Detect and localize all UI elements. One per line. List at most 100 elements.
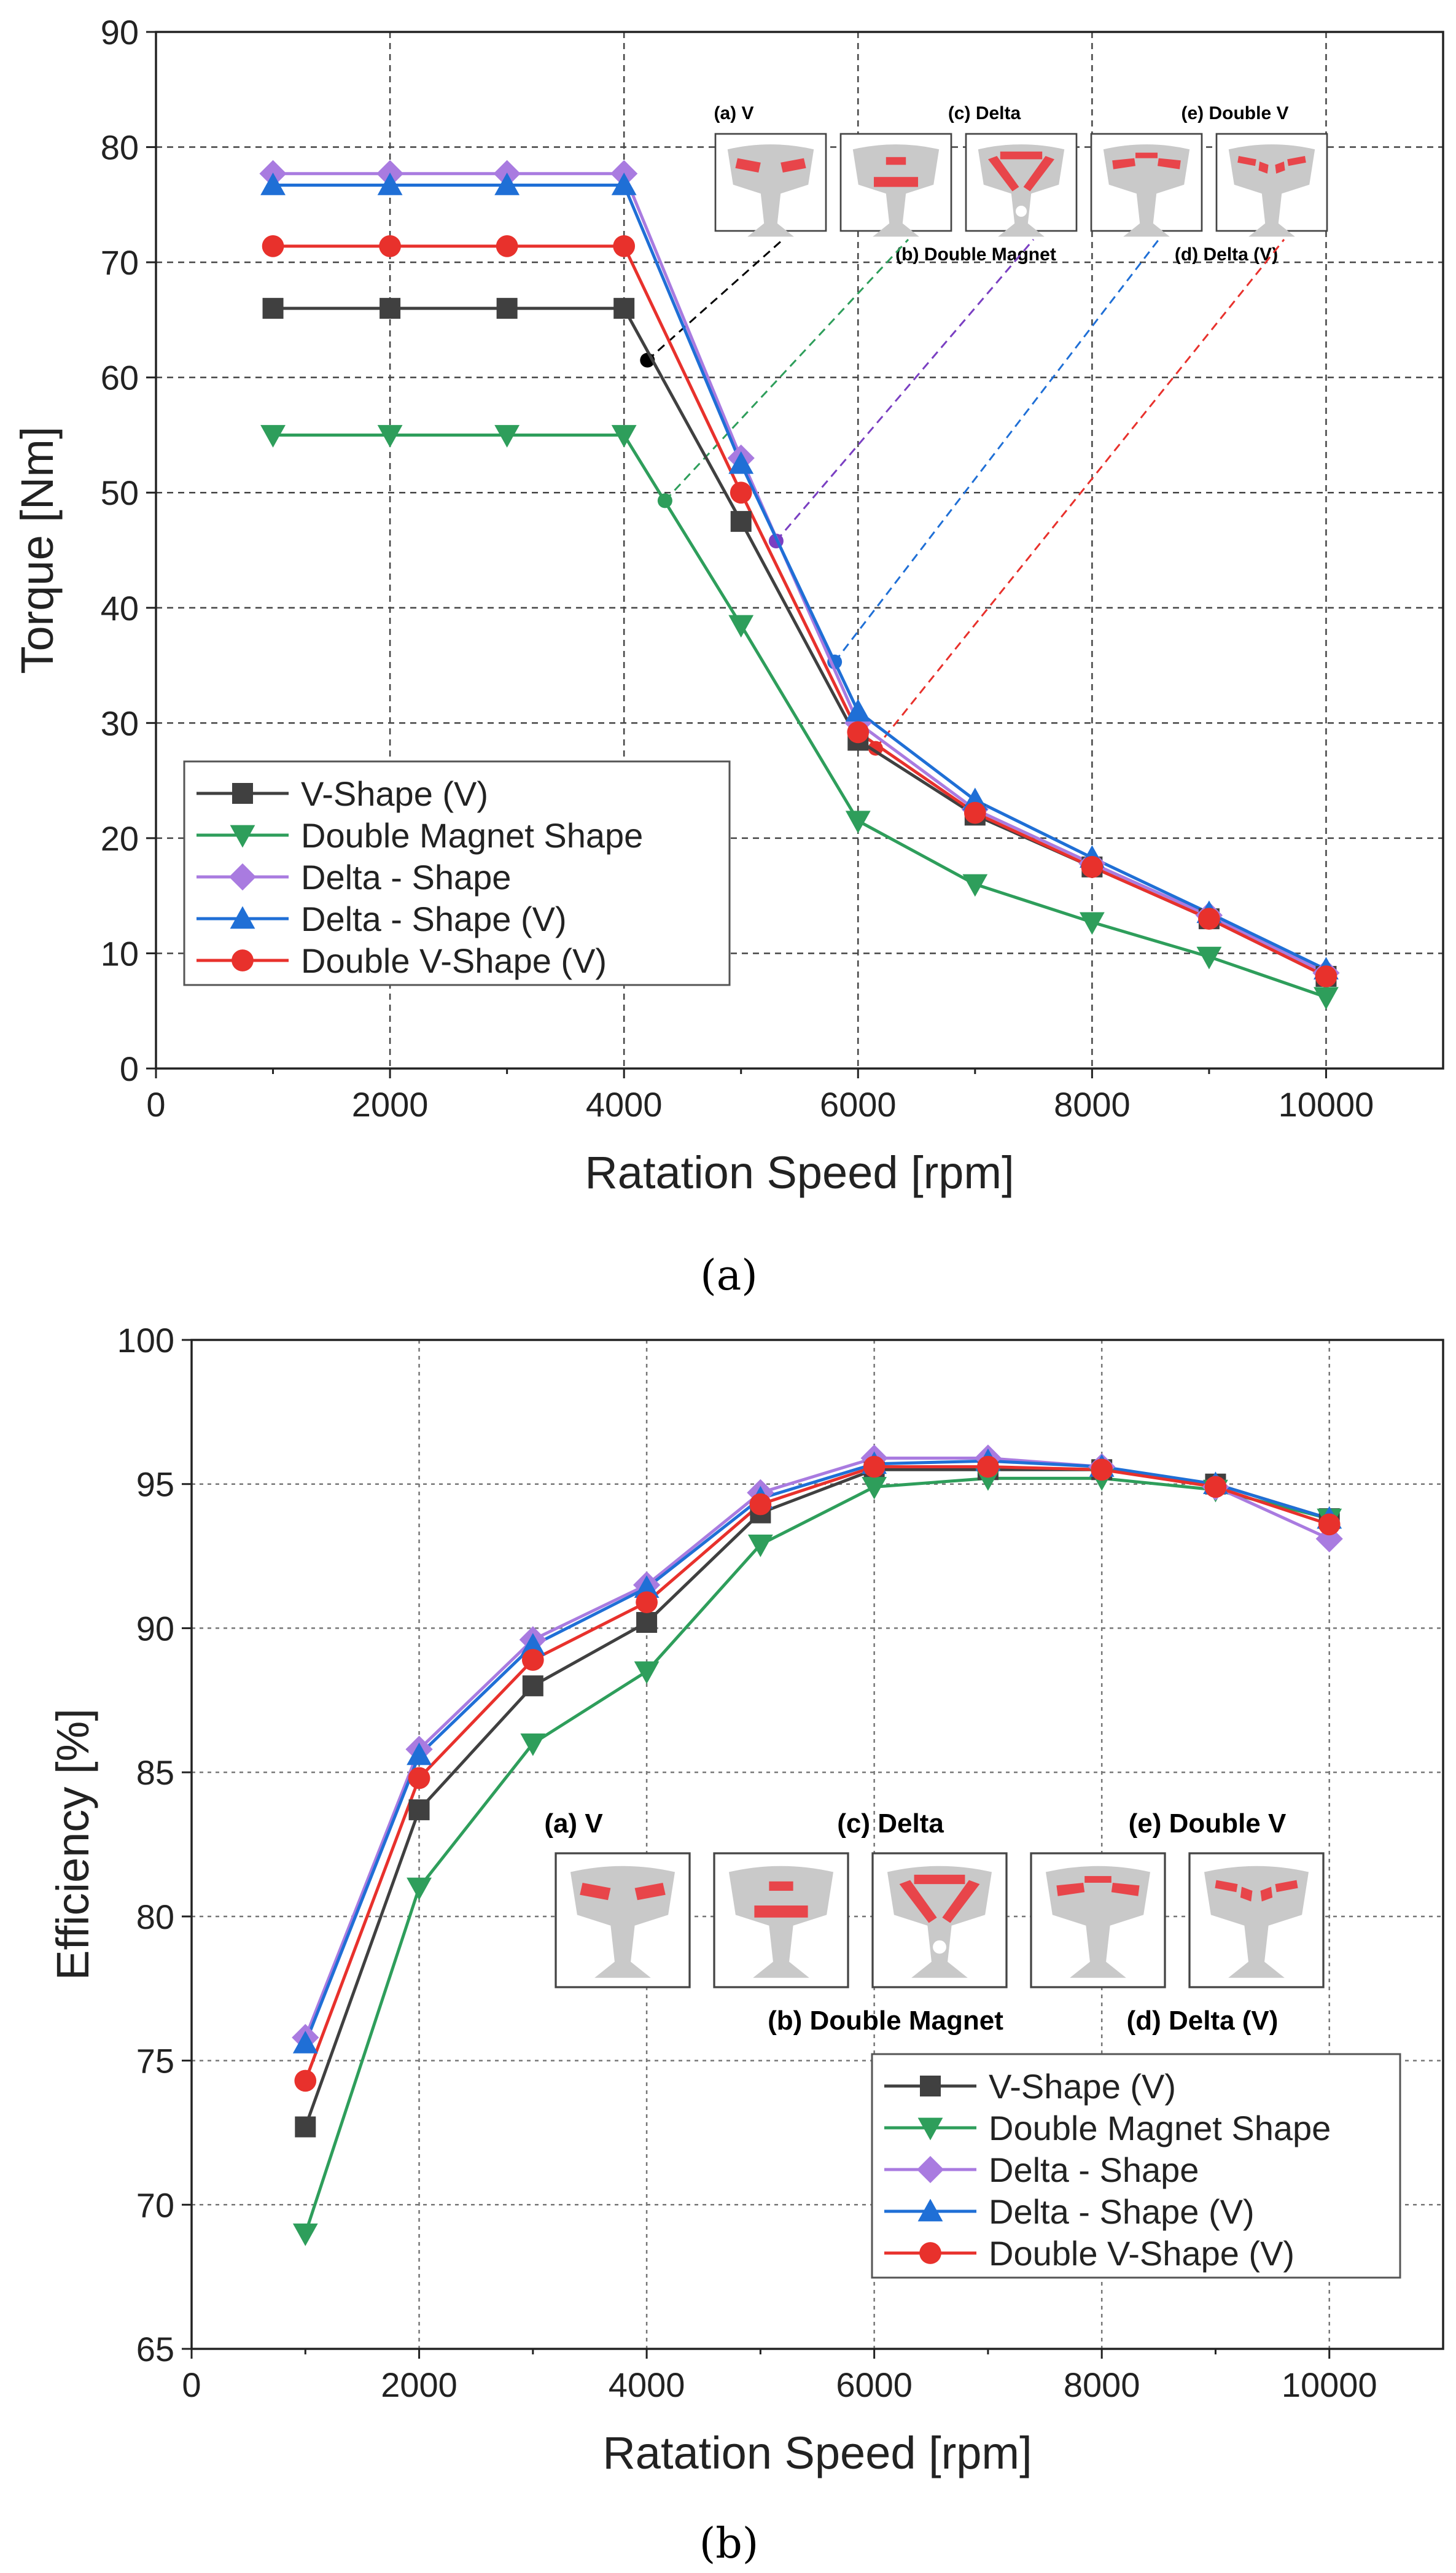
series [292, 1444, 1343, 2246]
data-point [730, 481, 752, 504]
magnet [1023, 156, 1054, 192]
magnet [1112, 158, 1135, 169]
y-tick-label: 80 [136, 1898, 174, 1936]
magnet [1000, 151, 1043, 160]
data-point [747, 1534, 773, 1557]
data-point [1315, 965, 1337, 987]
data-point [494, 173, 520, 195]
magnet [1237, 156, 1256, 166]
data-point [1204, 1476, 1227, 1498]
y-tick-label: 90 [136, 1609, 174, 1648]
data-point [634, 1575, 660, 1598]
data-point [862, 1477, 887, 1500]
data-point [728, 615, 754, 638]
y-tick-label: 90 [101, 13, 139, 52]
legend-marker [232, 949, 254, 971]
x-tick-label: 2000 [381, 2365, 457, 2404]
legend-marker [230, 825, 255, 848]
magnet [1056, 1882, 1085, 1896]
efficiency-chart: 0 2000 4000 6000 8000 10000 65 70 75 80 85 90 95 100 R… [47, 1321, 1444, 2568]
data-point [379, 235, 401, 257]
data-point [380, 298, 401, 319]
x-tick-label: 6000 [820, 1085, 897, 1124]
data-point [407, 1742, 432, 1765]
y-tick-label: 0 [120, 1049, 139, 1088]
leader-line [775, 239, 1035, 542]
y-tick-label: 10 [101, 934, 139, 973]
base-speed-point [868, 741, 883, 756]
magnet [781, 158, 806, 173]
data-point [292, 2031, 318, 2053]
y-tick-label: 95 [136, 1465, 174, 1504]
data-point [260, 173, 286, 195]
data-point [636, 1612, 658, 1633]
data-point [611, 425, 637, 448]
y-tick-label: 80 [101, 128, 139, 167]
magnet [914, 1874, 965, 1885]
data-point [262, 235, 284, 257]
series-line [303, 1465, 1330, 2082]
data-point [377, 173, 403, 195]
series-line [303, 1459, 1330, 2044]
data-point [1091, 1458, 1113, 1481]
rotor-cross-section-icon [1090, 133, 1203, 237]
y-tick-label: 60 [101, 359, 139, 397]
magnet [899, 1880, 937, 1923]
data-point [962, 874, 988, 897]
data-point [749, 1493, 772, 1516]
data-point [496, 235, 518, 257]
x-tick-label: 4000 [586, 1085, 663, 1124]
magnet [1287, 156, 1306, 166]
y-axis-label: Efficiency [%] [47, 1708, 98, 1980]
data-point [262, 298, 284, 319]
rotor-cross-section-icon [1188, 1852, 1325, 1988]
legend-marker [920, 2076, 941, 2096]
data-point [294, 2069, 317, 2092]
data-point [1196, 946, 1222, 970]
x-axis-label: Ratation Speed [rpm] [602, 2427, 1032, 2478]
magnet [634, 1882, 666, 1901]
y-tick-label: 40 [101, 589, 139, 628]
data-point [408, 1767, 430, 1789]
series-line [273, 244, 1327, 978]
magnet [769, 1881, 793, 1891]
data-point [292, 2223, 318, 2246]
data-point [847, 721, 870, 744]
magnet [1215, 1880, 1238, 1893]
x-tick-label: 0 [146, 1085, 165, 1124]
legend-marker [230, 906, 255, 929]
magnet [1084, 1876, 1111, 1883]
x-tick-label: 10000 [1282, 2365, 1377, 2404]
legend-entry: Delta - Shape [301, 858, 511, 897]
legend-entry: Double Magnet Shape [989, 2109, 1331, 2147]
magnet [1260, 1886, 1273, 1902]
data-point [496, 298, 518, 319]
y-axis-label: Torque [Nm] [12, 426, 63, 674]
magnet [942, 1880, 980, 1923]
series [259, 160, 1340, 1010]
data-point [977, 1455, 999, 1478]
inset-label: (d) Delta (V) [1175, 244, 1278, 265]
y-tick-label: 50 [101, 473, 139, 512]
data-point [1198, 908, 1220, 930]
data-point [407, 1877, 432, 1901]
y-tick-label: 75 [136, 2042, 174, 2081]
data-point [494, 425, 520, 448]
legend-entry: Delta - Shape (V) [989, 2192, 1255, 2231]
panel-caption: (b) [699, 2520, 759, 2568]
series-line [273, 183, 1327, 971]
rotor-body [1228, 144, 1315, 237]
magnet [1275, 1880, 1298, 1893]
x-tick-label: 6000 [836, 2365, 913, 2404]
legend-entry: V-Shape (V) [301, 774, 488, 813]
magnet [580, 1882, 611, 1901]
rotor-cross-section-icon [871, 1852, 1008, 1988]
data-point [520, 1733, 546, 1756]
inset-label: (b) Double Magnet [895, 244, 1056, 265]
data-point [845, 811, 871, 834]
magnet [754, 1905, 808, 1918]
ticks: 0 2000 4000 6000 8000 10000 0 10 20 30 40 50 60 70 80 9… [101, 13, 1374, 1124]
rotor-cross-section-icon [555, 1852, 691, 1988]
magnet [988, 156, 1019, 192]
